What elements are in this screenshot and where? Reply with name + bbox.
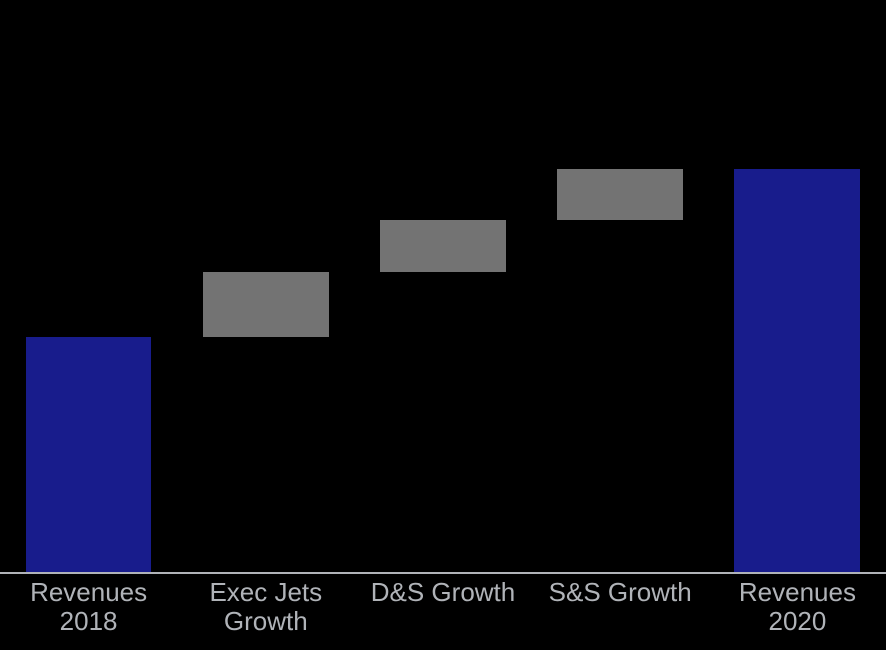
waterfall-chart: Revenues 2018 Exec Jets Growth D&S Growth S… — [0, 0, 886, 650]
bar-ss_growth — [557, 169, 683, 220]
x-axis-labels: Revenues 2018 Exec Jets Growth D&S Growth S… — [0, 572, 886, 650]
x-label-revenues_2018: Revenues 2018 — [0, 572, 177, 650]
x-label-exec_jets_growth: Exec Jets Growth — [177, 572, 354, 650]
bar-revenues_2018 — [26, 337, 152, 572]
x-label-ss_growth: S&S Growth — [532, 572, 709, 650]
bar-exec_jets_growth — [203, 272, 329, 338]
x-label-ds_growth: D&S Growth — [354, 572, 531, 650]
x-label-text: Exec Jets Growth — [209, 578, 322, 636]
x-label-text: Revenues 2018 — [30, 578, 147, 636]
x-label-revenues_2020: Revenues 2020 — [709, 572, 886, 650]
x-label-text: Revenues 2020 — [739, 578, 856, 636]
bar-revenues_2020 — [734, 169, 860, 572]
x-label-text: S&S Growth — [549, 578, 692, 607]
x-label-text: D&S Growth — [371, 578, 516, 607]
bar-ds_growth — [380, 220, 506, 271]
plot-area — [0, 0, 886, 574]
